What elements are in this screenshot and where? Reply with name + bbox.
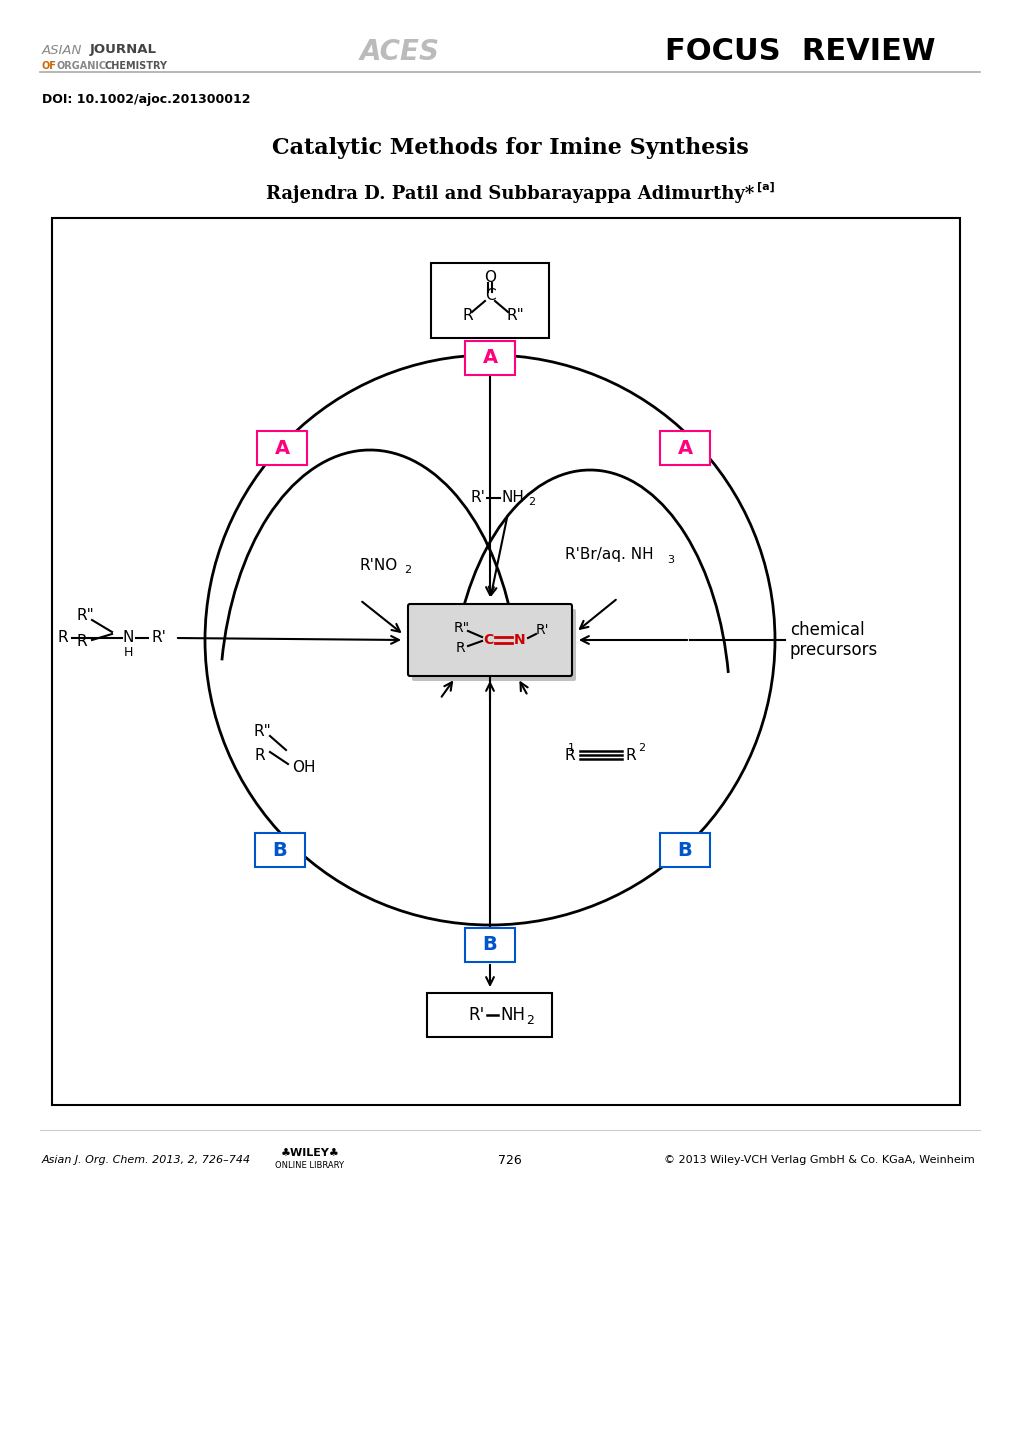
FancyBboxPatch shape (412, 609, 576, 681)
Text: [a]: [a] (756, 182, 774, 192)
Text: 3: 3 (666, 555, 674, 565)
Text: 2: 2 (404, 565, 411, 575)
Text: Catalytic Methods for Imine Synthesis: Catalytic Methods for Imine Synthesis (271, 137, 748, 159)
Bar (659, 431, 709, 464)
Bar (465, 340, 515, 375)
Text: ORGANIC: ORGANIC (57, 61, 107, 71)
Text: ♣WILEY♣: ♣WILEY♣ (280, 1148, 339, 1158)
Text: B: B (272, 841, 287, 859)
Text: C: C (484, 288, 495, 303)
Bar (52, 218, 959, 1105)
Text: JOURNAL: JOURNAL (90, 43, 157, 56)
Text: R: R (454, 642, 465, 655)
FancyBboxPatch shape (408, 604, 572, 676)
Text: R': R' (535, 623, 548, 637)
Text: ONLINE LIBRARY: ONLINE LIBRARY (275, 1161, 344, 1169)
Text: R: R (626, 747, 636, 763)
Text: H: H (123, 646, 132, 659)
Text: FOCUS  REVIEW: FOCUS REVIEW (664, 37, 934, 66)
Bar (431, 262, 548, 337)
Text: 2: 2 (528, 497, 535, 508)
Bar (255, 833, 305, 867)
Text: OF: OF (42, 61, 57, 71)
Text: R: R (463, 309, 473, 323)
Text: R: R (76, 634, 88, 649)
Text: R': R' (469, 1007, 484, 1024)
Text: C: C (482, 633, 492, 647)
Text: R": R" (505, 309, 524, 323)
Text: ACES: ACES (360, 37, 439, 66)
Text: A: A (274, 438, 289, 457)
Text: R: R (564, 747, 575, 763)
Text: R'NO: R'NO (360, 558, 397, 572)
Text: precursors: precursors (790, 642, 877, 659)
Text: N: N (514, 633, 526, 647)
Text: 2: 2 (637, 743, 644, 753)
Text: R'Br/aq. NH: R'Br/aq. NH (565, 548, 653, 562)
Text: R: R (255, 747, 265, 763)
Text: O: O (484, 271, 495, 286)
Text: NH: NH (499, 1007, 525, 1024)
Bar (427, 994, 552, 1037)
Text: R': R' (152, 630, 167, 646)
Text: A: A (482, 348, 497, 368)
Text: ASIAN: ASIAN (42, 43, 83, 56)
Text: R": R" (253, 724, 271, 740)
Text: 726: 726 (497, 1154, 522, 1167)
Text: 2: 2 (526, 1014, 533, 1027)
Text: Asian J. Org. Chem. 2013, 2, 726–744: Asian J. Org. Chem. 2013, 2, 726–744 (42, 1155, 251, 1165)
Text: OH: OH (291, 760, 315, 776)
Bar (659, 833, 709, 867)
Text: R': R' (470, 490, 484, 506)
Text: R: R (57, 630, 68, 646)
Text: B: B (482, 936, 497, 955)
Text: A: A (677, 438, 692, 457)
Text: DOI: 10.1002/ajoc.201300012: DOI: 10.1002/ajoc.201300012 (42, 94, 251, 107)
Text: R": R" (453, 622, 470, 634)
Bar (257, 431, 307, 464)
Text: R": R" (76, 607, 94, 623)
Bar (465, 929, 515, 962)
Text: B: B (677, 841, 692, 859)
Text: N: N (122, 630, 133, 646)
Text: 1: 1 (568, 743, 575, 753)
Text: © 2013 Wiley-VCH Verlag GmbH & Co. KGaA, Weinheim: © 2013 Wiley-VCH Verlag GmbH & Co. KGaA,… (663, 1155, 974, 1165)
Text: Rajendra D. Patil and Subbarayappa Adimurthy*: Rajendra D. Patil and Subbarayappa Adimu… (266, 185, 753, 203)
Text: CHEMISTRY: CHEMISTRY (105, 61, 168, 71)
Text: NH: NH (501, 490, 525, 506)
Text: chemical: chemical (790, 622, 864, 639)
